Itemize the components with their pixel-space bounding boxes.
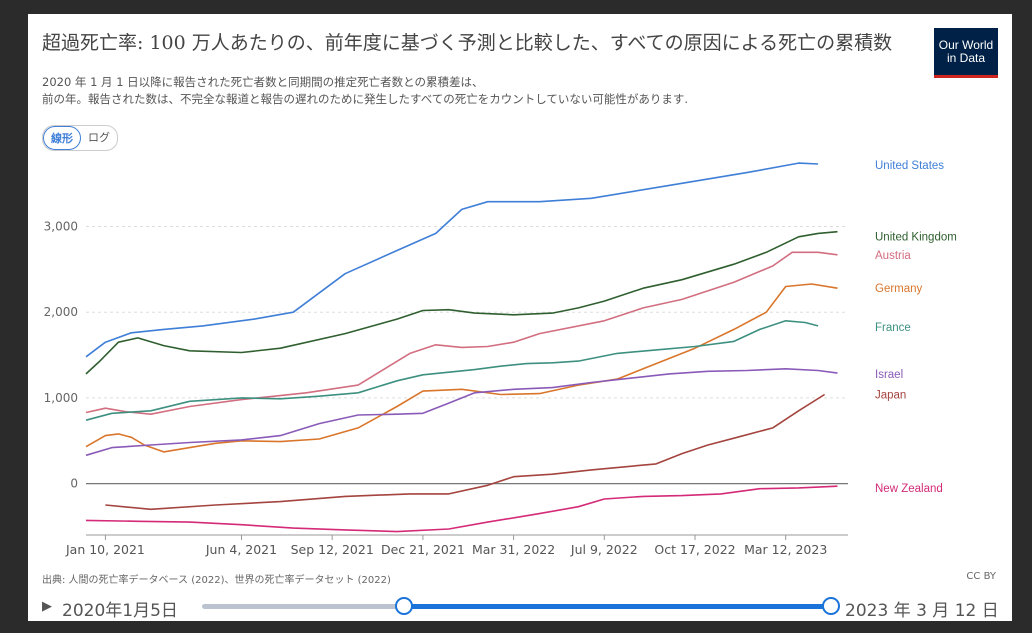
series-line-new-zealand[interactable] (85, 485, 838, 533)
series-label-austria[interactable]: Austria (875, 250, 911, 262)
chart-card: 超過死亡率: 100 万人あたりの、前年度に基づく予測と比較した、すべての原因に… (28, 14, 1012, 621)
x-tick-label: Oct 17, 2022 (654, 542, 735, 557)
timeline-end-handle[interactable] (822, 597, 840, 615)
log-scale-button[interactable]: ログ (88, 131, 110, 144)
x-tick-label: Dec 21, 2021 (381, 542, 465, 557)
owid-logo[interactable]: Our World in Data (934, 28, 998, 78)
x-tick-label: Jul 9, 2022 (570, 542, 638, 557)
x-tick-label: Mar 31, 2022 (472, 542, 555, 557)
timeline-end-label: 2023 年 3 月 12 日 (845, 601, 999, 621)
series-line-israel[interactable] (85, 368, 838, 457)
line-chart: 0 1,000 2,000 3,000 Jan 10, 2021 Jun 4, 2021… (44, 160, 957, 557)
timeline-start-label: 2020年1月5日 (62, 601, 178, 621)
series-line-germany[interactable] (85, 283, 838, 453)
series-label-israel[interactable]: Israel (875, 369, 903, 381)
logo-line-2: in Data (946, 51, 986, 65)
license-link[interactable]: CC BY (966, 571, 996, 582)
x-tick-label: Sep 12, 2021 (291, 542, 374, 557)
series-line-france[interactable] (85, 320, 819, 421)
series-line-japan[interactable] (105, 393, 826, 511)
series-label-united-states[interactable]: United States (875, 160, 944, 172)
subtitle-line-1: 2020 年 1 月 1 日以降に報告された死亡者数と同期間の推定死亡者数との累… (42, 75, 484, 89)
x-tick-label: Mar 12, 2023 (744, 542, 827, 557)
source-note: 出典: 人間の死亡率データベース (2022)、世界の死亡率データセット (20… (42, 575, 391, 586)
series-label-new-zealand[interactable]: New Zealand (875, 483, 943, 495)
chart-title: 超過死亡率: 100 万人あたりの、前年度に基づく予測と比較した、すべての原因に… (42, 32, 893, 54)
timeline-start-handle[interactable] (395, 597, 413, 615)
series-line-united-states[interactable] (85, 162, 819, 358)
scale-toggle: 線形 ログ (42, 125, 118, 151)
y-tick-label: 2,000 (44, 305, 78, 319)
timeline-selected-range (402, 604, 829, 609)
logo-line-1: Our World (938, 38, 994, 52)
series-line-austria[interactable] (85, 251, 838, 415)
series-label-germany[interactable]: Germany (875, 283, 923, 295)
series-label-france[interactable]: France (875, 322, 911, 334)
series-line-united-kingdom[interactable] (85, 230, 838, 375)
chart-subtitle: 2020 年 1 月 1 日以降に報告された死亡者数と同期間の推定死亡者数との累… (42, 74, 922, 108)
y-tick-label: 3,000 (44, 220, 78, 234)
series-lines (85, 162, 838, 533)
series-labels: United States United Kingdom Austria German… (875, 160, 957, 495)
y-tick-label: 0 (70, 477, 78, 491)
series-label-japan[interactable]: Japan (875, 389, 906, 401)
timeline: ▶ 2020年1月5日 2023 年 3 月 12 日 (42, 594, 1002, 621)
x-axis: Jan 10, 2021 Jun 4, 2021 Sep 12, 2021 Dec 2… (65, 534, 848, 557)
play-icon[interactable]: ▶ (42, 599, 52, 614)
linear-scale-button[interactable]: 線形 (43, 126, 81, 150)
subtitle-line-2: 前の年。報告された数は、不完全な報道と報告の遅れのために発生したすべての死亡をカ… (42, 92, 689, 106)
y-axis: 0 1,000 2,000 3,000 (44, 220, 78, 491)
series-label-united-kingdom[interactable]: United Kingdom (875, 232, 957, 244)
x-tick-label: Jan 10, 2021 (65, 542, 145, 557)
y-tick-label: 1,000 (44, 391, 78, 405)
x-tick-label: Jun 4, 2021 (205, 542, 277, 557)
